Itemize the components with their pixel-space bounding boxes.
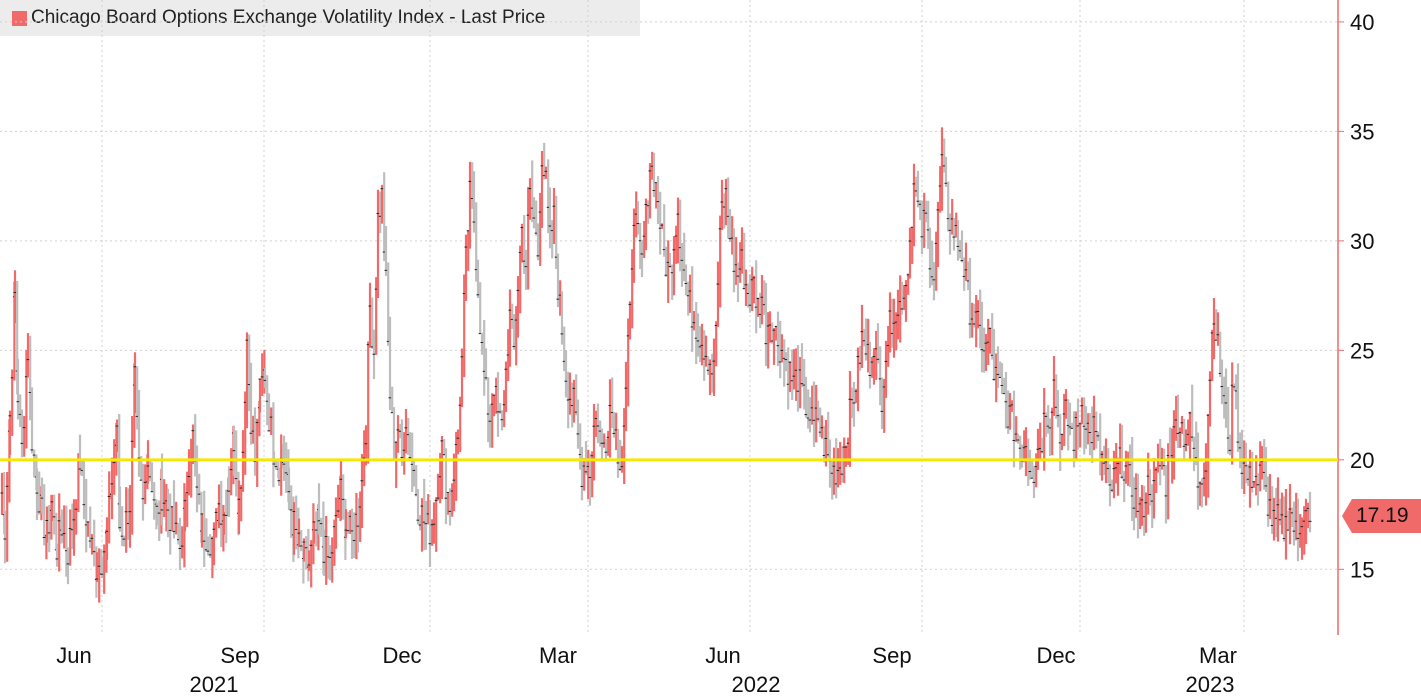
legend-label: Chicago Board Options Exchange Volatilit…	[31, 7, 546, 28]
x-tick-label: Sep	[872, 643, 911, 668]
x-tick-label: Mar	[1199, 643, 1237, 668]
x-tick-label: Dec	[1036, 643, 1075, 668]
x-tick-label: Jun	[56, 643, 91, 668]
y-tick-label: 25	[1350, 338, 1374, 363]
y-tick-label: 35	[1350, 119, 1374, 144]
x-tick-label: Jun	[705, 643, 740, 668]
y-tick-label: 15	[1350, 557, 1374, 582]
x-tick-label: Sep	[220, 643, 259, 668]
year-label: 2021	[190, 672, 239, 697]
year-label: 2022	[732, 672, 781, 697]
x-tick-label: Mar	[539, 643, 577, 668]
y-tick-label: 40	[1350, 10, 1374, 35]
last-price-label: 17.19	[1356, 504, 1409, 527]
y-tick-label: 20	[1350, 448, 1374, 473]
legend: Chicago Board Options Exchange Volatilit…	[0, 0, 640, 36]
x-tick-label: Dec	[382, 643, 421, 668]
year-label: 2023	[1186, 672, 1235, 697]
y-tick-label: 30	[1350, 229, 1374, 254]
last-price-tag: 17.19	[1342, 499, 1421, 533]
